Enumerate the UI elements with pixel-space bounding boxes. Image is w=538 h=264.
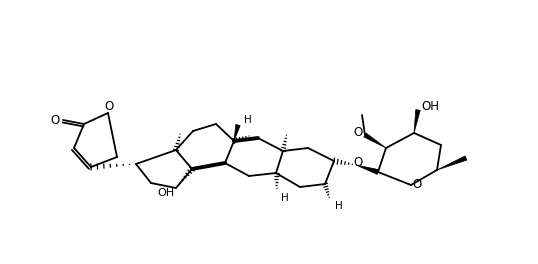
Text: O: O — [353, 126, 363, 139]
Text: OH: OH — [158, 188, 174, 198]
Text: O: O — [353, 157, 363, 169]
Text: H: H — [281, 193, 289, 203]
Polygon shape — [414, 110, 420, 133]
Text: H: H — [335, 201, 343, 211]
Polygon shape — [234, 124, 240, 141]
Text: OH: OH — [421, 101, 439, 114]
Text: O: O — [104, 100, 114, 112]
Text: H: H — [244, 115, 252, 125]
Text: O: O — [51, 114, 60, 126]
Polygon shape — [364, 133, 386, 148]
Polygon shape — [356, 165, 379, 175]
Text: O: O — [412, 177, 422, 191]
Polygon shape — [437, 156, 467, 170]
